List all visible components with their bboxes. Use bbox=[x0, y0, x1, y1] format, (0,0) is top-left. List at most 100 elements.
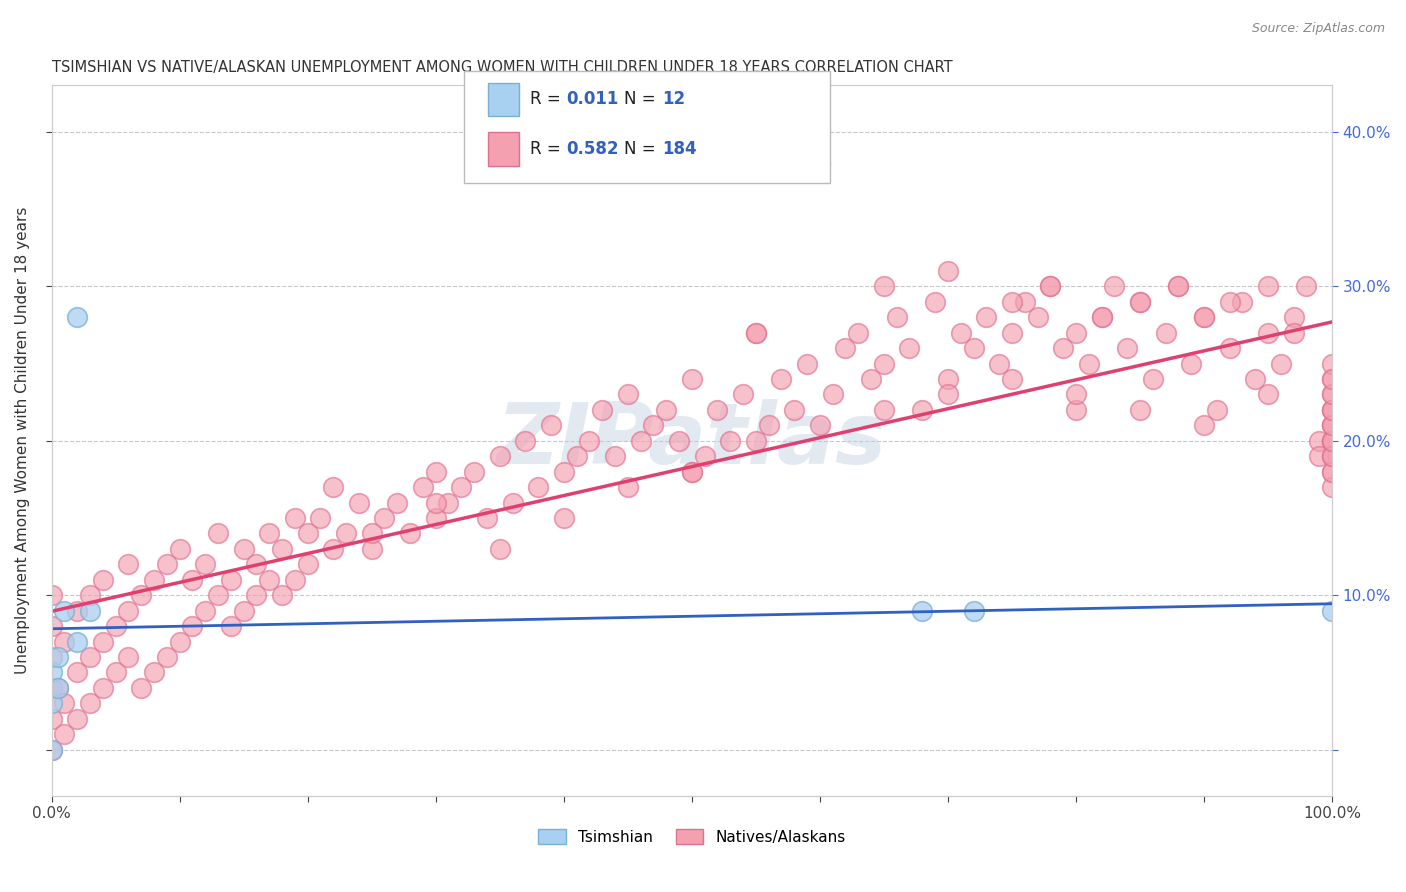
Point bbox=[79, 650, 101, 665]
Point bbox=[1219, 341, 1241, 355]
Point bbox=[232, 541, 254, 556]
Point bbox=[1282, 310, 1305, 325]
Point bbox=[1026, 310, 1049, 325]
Point bbox=[962, 604, 984, 618]
Point bbox=[488, 541, 510, 556]
Point bbox=[527, 480, 550, 494]
Point bbox=[104, 619, 127, 633]
Point bbox=[553, 511, 575, 525]
Point bbox=[873, 403, 896, 417]
Point bbox=[297, 558, 319, 572]
Point bbox=[783, 403, 806, 417]
Point bbox=[553, 465, 575, 479]
Point bbox=[91, 573, 114, 587]
Point bbox=[399, 526, 422, 541]
Point bbox=[360, 526, 382, 541]
Point bbox=[219, 573, 242, 587]
Point bbox=[91, 681, 114, 695]
Point bbox=[1219, 294, 1241, 309]
Point bbox=[898, 341, 921, 355]
Point bbox=[796, 357, 818, 371]
Point bbox=[1320, 387, 1343, 401]
Point bbox=[1167, 279, 1189, 293]
Point bbox=[1192, 310, 1215, 325]
Point bbox=[1308, 449, 1330, 463]
Point bbox=[450, 480, 472, 494]
Point bbox=[41, 742, 63, 756]
Point bbox=[1129, 403, 1152, 417]
Point bbox=[1320, 465, 1343, 479]
Point bbox=[630, 434, 652, 448]
Point bbox=[387, 495, 409, 509]
Point bbox=[271, 588, 294, 602]
Point bbox=[41, 588, 63, 602]
Point bbox=[66, 712, 89, 726]
Text: R =: R = bbox=[530, 140, 567, 158]
Point bbox=[1244, 372, 1267, 386]
Point bbox=[770, 372, 793, 386]
Point bbox=[988, 357, 1011, 371]
Point bbox=[1270, 357, 1292, 371]
Point bbox=[41, 697, 63, 711]
Point bbox=[643, 418, 665, 433]
Point bbox=[1257, 326, 1279, 340]
Point bbox=[1320, 449, 1343, 463]
Point bbox=[1192, 418, 1215, 433]
Point bbox=[1282, 326, 1305, 340]
Text: ZIPatlas: ZIPatlas bbox=[496, 400, 887, 483]
Point bbox=[616, 480, 638, 494]
Point bbox=[1090, 310, 1112, 325]
Point bbox=[949, 326, 972, 340]
Point bbox=[515, 434, 537, 448]
Point bbox=[309, 511, 332, 525]
Point bbox=[219, 619, 242, 633]
Point bbox=[655, 403, 678, 417]
Point bbox=[1320, 357, 1343, 371]
Point bbox=[1064, 403, 1087, 417]
Point bbox=[1154, 326, 1177, 340]
Point bbox=[1014, 294, 1036, 309]
Point bbox=[1257, 387, 1279, 401]
Point bbox=[1320, 372, 1343, 386]
Point bbox=[1320, 403, 1343, 417]
Point bbox=[322, 541, 344, 556]
Point bbox=[181, 573, 204, 587]
Point bbox=[53, 634, 76, 648]
Point bbox=[284, 573, 307, 587]
Point bbox=[79, 697, 101, 711]
Point bbox=[731, 387, 754, 401]
Point bbox=[1129, 294, 1152, 309]
Text: R =: R = bbox=[530, 90, 567, 109]
Point bbox=[425, 465, 447, 479]
Point bbox=[425, 511, 447, 525]
Point bbox=[1257, 279, 1279, 293]
Point bbox=[1320, 604, 1343, 618]
Point bbox=[257, 573, 280, 587]
Point bbox=[1320, 403, 1343, 417]
Point bbox=[745, 326, 768, 340]
Text: N =: N = bbox=[624, 140, 661, 158]
Point bbox=[53, 727, 76, 741]
Point bbox=[169, 634, 191, 648]
Point bbox=[1167, 279, 1189, 293]
Point bbox=[117, 558, 139, 572]
Point bbox=[936, 264, 959, 278]
Point bbox=[668, 434, 690, 448]
Point bbox=[66, 310, 89, 325]
Point bbox=[936, 372, 959, 386]
Point bbox=[693, 449, 716, 463]
Point bbox=[1320, 449, 1343, 463]
Point bbox=[360, 541, 382, 556]
Point bbox=[1064, 326, 1087, 340]
Point bbox=[207, 526, 229, 541]
Text: 184: 184 bbox=[662, 140, 697, 158]
Point bbox=[936, 387, 959, 401]
Point bbox=[425, 495, 447, 509]
Point bbox=[181, 619, 204, 633]
Point bbox=[808, 418, 831, 433]
Point bbox=[1064, 387, 1087, 401]
Text: TSIMSHIAN VS NATIVE/ALASKAN UNEMPLOYMENT AMONG WOMEN WITH CHILDREN UNDER 18 YEAR: TSIMSHIAN VS NATIVE/ALASKAN UNEMPLOYMENT… bbox=[52, 60, 952, 75]
Point bbox=[475, 511, 498, 525]
Point bbox=[834, 341, 856, 355]
Point bbox=[1320, 434, 1343, 448]
